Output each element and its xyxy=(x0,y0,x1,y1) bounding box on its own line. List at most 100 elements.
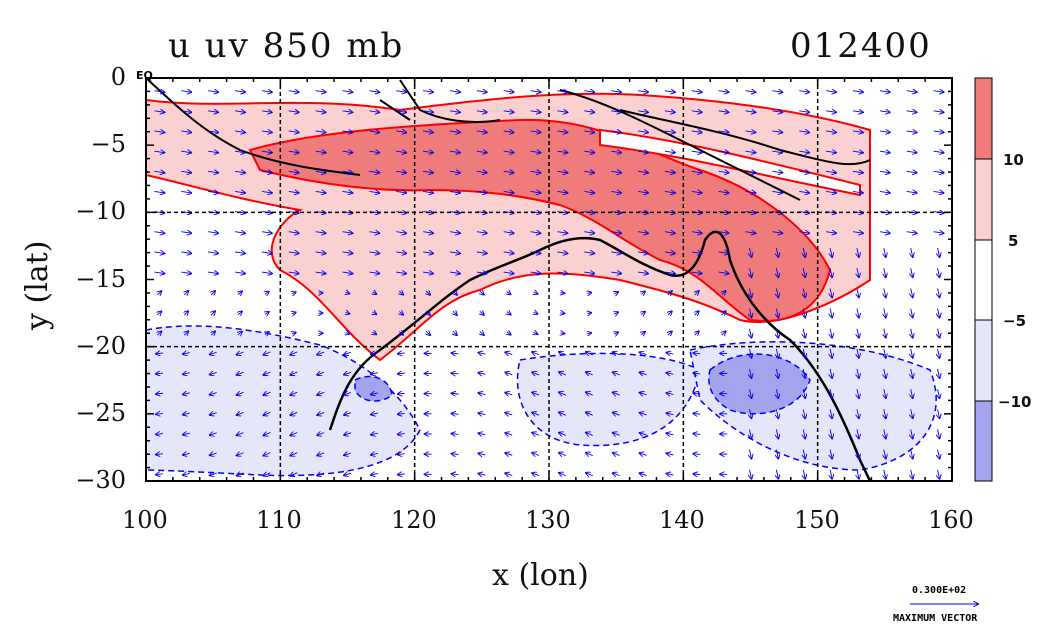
wind-vector xyxy=(181,171,191,173)
wind-vector xyxy=(157,311,161,315)
wind-vector xyxy=(826,171,836,173)
wind-vector xyxy=(664,111,675,113)
wind-vector xyxy=(371,473,378,475)
wind-vector xyxy=(234,272,245,274)
wind-vector xyxy=(210,473,217,475)
wind-vector xyxy=(586,433,593,436)
wind-vector xyxy=(718,91,729,93)
wind-vector xyxy=(342,91,353,93)
wind-vector xyxy=(346,312,350,313)
wind-vector xyxy=(342,191,353,193)
wind-vector xyxy=(911,268,913,277)
wind-vector xyxy=(476,232,487,234)
wind-vector xyxy=(803,449,805,459)
wind-vector xyxy=(664,252,675,254)
wind-vector xyxy=(453,311,457,315)
wind-vector xyxy=(478,433,486,435)
wind-vector xyxy=(237,453,244,456)
wind-vector xyxy=(503,91,514,93)
wind-vector xyxy=(772,191,782,193)
wind-vector xyxy=(451,454,459,455)
wind-vector xyxy=(371,413,378,415)
wind-vector xyxy=(184,291,188,295)
wind-vector xyxy=(691,111,702,113)
wind-vector xyxy=(371,353,378,355)
wind-vector xyxy=(399,332,403,335)
wind-vector xyxy=(290,352,298,355)
wind-vector xyxy=(776,409,778,418)
wind-vector xyxy=(693,474,701,475)
wind-vector xyxy=(371,453,378,455)
wind-vector xyxy=(476,91,487,93)
wind-vector xyxy=(476,111,487,113)
wind-vector xyxy=(183,413,190,415)
wind-vector xyxy=(852,171,863,173)
wind-vector xyxy=(693,434,701,435)
wind-vector xyxy=(507,332,511,335)
wind-vector xyxy=(369,272,379,274)
wind-vector xyxy=(911,288,913,297)
wind-vector xyxy=(884,288,886,297)
wind-vector xyxy=(666,453,674,455)
wind-vector xyxy=(750,368,752,378)
wind-vector xyxy=(857,429,859,438)
wind-vector xyxy=(559,432,567,435)
y-tick-label: −15 xyxy=(75,265,126,293)
australia-coastline xyxy=(328,230,872,481)
wind-vector xyxy=(691,131,702,133)
wind-vector xyxy=(342,131,353,133)
wind-vector xyxy=(288,151,299,153)
wind-vector xyxy=(210,433,217,435)
wind-vector xyxy=(611,151,621,153)
wind-vector xyxy=(290,433,298,436)
wind-vector xyxy=(183,473,190,475)
wind-vector xyxy=(938,268,940,277)
wind-vector xyxy=(745,131,756,133)
wind-vector xyxy=(750,348,752,358)
wind-vector xyxy=(584,91,594,93)
wind-vector xyxy=(263,473,271,476)
wind-vector xyxy=(210,393,217,395)
wind-vector xyxy=(263,352,271,355)
wind-vector xyxy=(210,453,217,455)
wind-vector xyxy=(288,131,299,133)
wind-vector xyxy=(718,171,729,173)
wind-vector xyxy=(772,171,782,173)
wind-vector xyxy=(614,332,618,334)
wind-vector xyxy=(507,312,511,315)
wind-vector xyxy=(344,413,352,415)
wind-vector xyxy=(772,232,782,234)
wind-vector xyxy=(234,232,245,234)
wind-vector xyxy=(857,409,859,418)
wind-vector xyxy=(803,248,805,257)
wind-vector xyxy=(183,393,190,395)
wind-vector xyxy=(181,91,191,93)
wind-vector xyxy=(911,368,913,378)
wind-vector xyxy=(480,291,484,295)
wind-vector xyxy=(803,389,805,398)
wind-vector xyxy=(938,248,940,257)
wind-vector xyxy=(722,291,726,295)
wind-vector xyxy=(803,288,805,297)
wind-vector xyxy=(691,191,702,193)
wind-vector xyxy=(750,409,752,418)
wind-vector xyxy=(290,453,298,456)
wind-vector xyxy=(884,348,886,358)
wind-vector xyxy=(857,328,859,338)
wind-vector xyxy=(911,409,913,418)
wind-vector xyxy=(938,348,940,358)
wind-vector xyxy=(263,372,271,375)
wind-vector xyxy=(478,353,486,355)
wind-vector xyxy=(938,308,940,318)
wind-vector xyxy=(398,434,405,435)
wind-vector xyxy=(879,111,890,113)
wind-vector xyxy=(476,171,487,173)
wind-vector xyxy=(803,348,805,358)
wind-vector xyxy=(559,412,567,415)
wind-vector xyxy=(292,333,296,334)
wind-vector xyxy=(342,171,353,173)
wind-vector xyxy=(695,331,699,335)
wind-vector xyxy=(745,232,756,234)
wind-vector xyxy=(911,469,913,479)
wind-vector xyxy=(505,393,513,395)
